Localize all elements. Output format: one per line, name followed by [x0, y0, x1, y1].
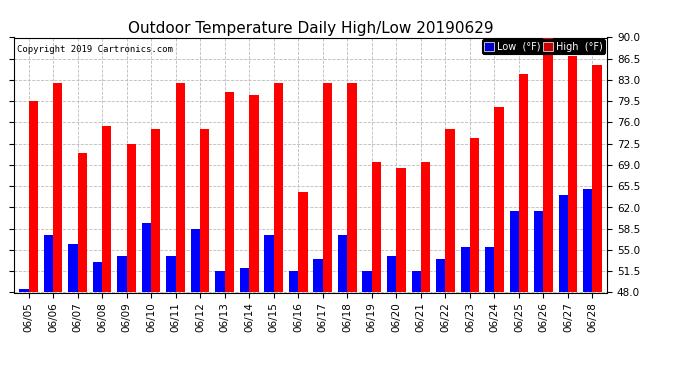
Bar	[510, 210, 519, 292]
Bar	[544, 32, 553, 292]
Bar	[28, 101, 38, 292]
Bar	[347, 83, 357, 292]
Bar	[19, 290, 28, 292]
Bar	[470, 138, 479, 292]
Bar	[77, 153, 87, 292]
Bar	[593, 65, 602, 292]
Bar	[583, 189, 593, 292]
Bar	[338, 235, 347, 292]
Bar	[445, 129, 455, 292]
Bar	[102, 126, 111, 292]
Bar	[396, 168, 406, 292]
Bar	[53, 83, 62, 292]
Bar	[323, 83, 332, 292]
Bar	[559, 195, 568, 292]
Bar	[313, 259, 323, 292]
Bar	[142, 223, 151, 292]
Bar	[568, 56, 578, 292]
Bar	[200, 129, 210, 292]
Bar	[495, 107, 504, 292]
Bar	[298, 192, 308, 292]
Bar	[43, 235, 53, 292]
Bar	[460, 247, 470, 292]
Bar	[485, 247, 495, 292]
Bar	[411, 271, 421, 292]
Bar	[436, 259, 445, 292]
Bar	[519, 74, 529, 292]
Bar	[176, 83, 185, 292]
Bar	[191, 229, 200, 292]
Bar	[249, 95, 259, 292]
Text: Copyright 2019 Cartronics.com: Copyright 2019 Cartronics.com	[17, 45, 172, 54]
Bar	[166, 256, 176, 292]
Legend: Low  (°F), High  (°F): Low (°F), High (°F)	[482, 39, 605, 54]
Bar	[421, 162, 430, 292]
Bar	[372, 162, 381, 292]
Bar	[225, 92, 234, 292]
Bar	[126, 144, 136, 292]
Bar	[264, 235, 274, 292]
Bar	[215, 271, 225, 292]
Bar	[92, 262, 102, 292]
Bar	[534, 210, 544, 292]
Bar	[362, 271, 372, 292]
Bar	[240, 268, 249, 292]
Bar	[151, 129, 161, 292]
Bar	[68, 244, 77, 292]
Bar	[117, 256, 126, 292]
Bar	[274, 83, 283, 292]
Title: Outdoor Temperature Daily High/Low 20190629: Outdoor Temperature Daily High/Low 20190…	[128, 21, 493, 36]
Bar	[387, 256, 396, 292]
Bar	[289, 271, 298, 292]
